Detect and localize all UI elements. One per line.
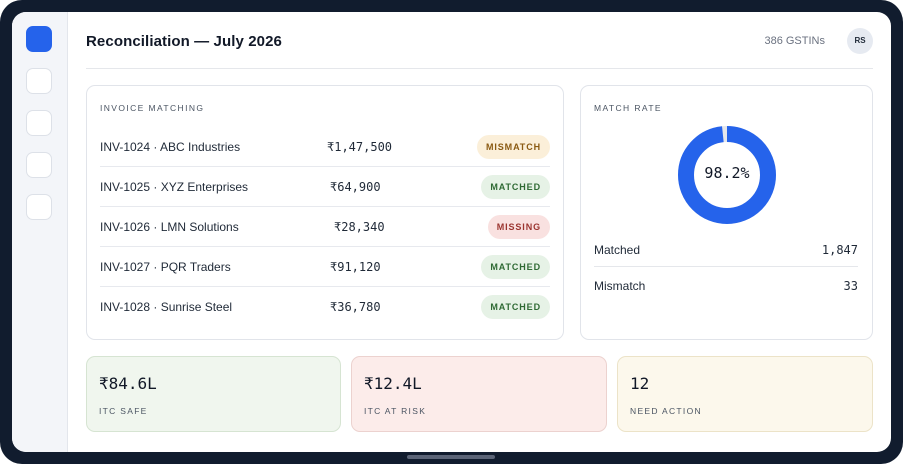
home-indicator — [407, 455, 495, 459]
match-rate-label: MATCH RATE — [594, 103, 662, 113]
mismatch-stat-row: Mismatch 33 — [594, 269, 858, 303]
matched-label: Matched — [594, 243, 641, 257]
status-badge: MATCHED — [481, 175, 550, 199]
mismatch-label: Mismatch — [594, 279, 646, 293]
itc-safe-card[interactable]: ₹84.6L ITC SAFE — [86, 356, 341, 432]
invoice-name: INV-1026 · LMN Solutions — [100, 220, 239, 234]
sidebar-item-3[interactable] — [26, 110, 52, 136]
status-badge: MATCHED — [481, 295, 550, 319]
itc-risk-card[interactable]: ₹12.4L ITC AT RISK — [351, 356, 607, 432]
invoice-row[interactable]: INV-1025 · XYZ Enterprises ₹64,900 MATCH… — [100, 167, 550, 207]
invoice-amount: ₹64,900 — [330, 180, 381, 194]
match-rate-card: MATCH RATE 98.2% Matched 1,847 Mismatch … — [580, 85, 873, 340]
invoice-row[interactable]: INV-1026 · LMN Solutions ₹28,340 MISSING — [100, 207, 550, 247]
match-rate-value: 98.2% — [704, 164, 750, 182]
sidebar-item-dashboard[interactable] — [26, 26, 52, 52]
invoice-name: INV-1024 · ABC Industries — [100, 140, 241, 154]
page-title: Reconciliation — July 2026 — [86, 33, 283, 50]
matched-value: 1,847 — [821, 243, 858, 257]
status-badge: MISSING — [487, 215, 550, 239]
invoice-amount: ₹1,47,500 — [327, 140, 393, 154]
invoice-row[interactable]: INV-1027 · PQR Traders ₹91,120 MATCHED — [100, 247, 550, 287]
need-action-card[interactable]: 12 NEED ACTION — [617, 356, 873, 432]
itc-safe-value: ₹84.6L — [99, 374, 157, 393]
matched-stat-row: Matched 1,847 — [594, 233, 858, 267]
itc-risk-value: ₹12.4L — [364, 374, 422, 393]
invoice-name: INV-1027 · PQR Traders — [100, 260, 231, 274]
mismatch-value: 33 — [843, 279, 858, 293]
itc-safe-label: ITC SAFE — [99, 406, 148, 416]
sidebar-item-5[interactable] — [26, 194, 52, 220]
status-badge: MATCHED — [481, 255, 550, 279]
invoice-amount: ₹36,780 — [330, 300, 381, 314]
gstin-count: 386 GSTINs — [764, 35, 825, 47]
invoice-row[interactable]: INV-1024 · ABC Industries ₹1,47,500 MISM… — [100, 127, 550, 167]
invoice-name: INV-1028 · Sunrise Steel — [100, 300, 233, 314]
invoice-row[interactable]: INV-1028 · Sunrise Steel ₹36,780 MATCHED — [100, 287, 550, 327]
match-rate-donut — [678, 126, 776, 224]
need-action-label: NEED ACTION — [630, 406, 702, 416]
donut-arc — [678, 126, 776, 224]
page-header: Reconciliation — July 2026 386 GSTINs RS — [86, 12, 873, 69]
avatar[interactable]: RS — [847, 28, 873, 54]
invoice-amount: ₹91,120 — [330, 260, 381, 274]
sidebar-item-2[interactable] — [26, 68, 52, 94]
sidebar — [12, 12, 68, 452]
invoice-amount: ₹28,340 — [334, 220, 385, 234]
invoice-matching-label: INVOICE MATCHING — [100, 103, 205, 113]
need-action-value: 12 — [630, 374, 650, 393]
invoice-matching-card: INVOICE MATCHING INV-1024 · ABC Industri… — [86, 85, 564, 340]
status-badge: MISMATCH — [476, 135, 550, 159]
invoice-name: INV-1025 · XYZ Enterprises — [100, 180, 249, 194]
sidebar-item-4[interactable] — [26, 152, 52, 178]
itc-risk-label: ITC AT RISK — [364, 406, 427, 416]
app-screen: Reconciliation — July 2026 386 GSTINs RS… — [12, 12, 891, 452]
